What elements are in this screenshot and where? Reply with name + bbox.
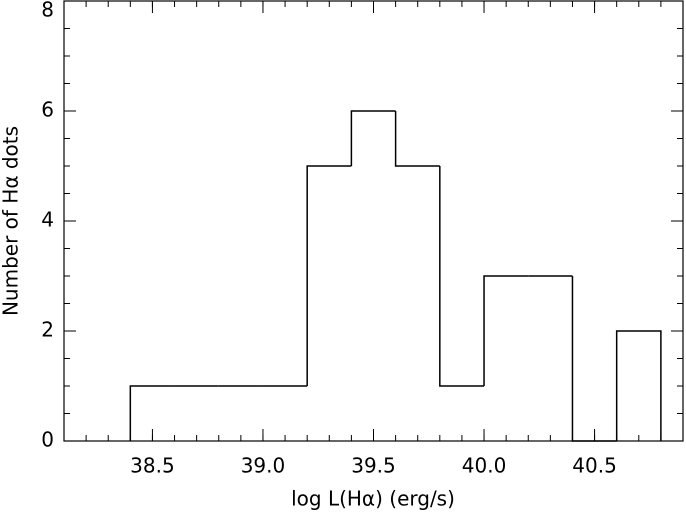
histogram-bin xyxy=(350,110,396,166)
x-tick-label: 39.0 xyxy=(241,454,286,478)
y-tick-label: 6 xyxy=(41,98,54,122)
histogram-bin xyxy=(306,165,352,386)
histogram-bin xyxy=(615,330,662,441)
histogram-bin xyxy=(571,276,617,442)
y-tick-label: 0 xyxy=(41,428,54,452)
y-axis-label: Number of Hα dots xyxy=(0,126,23,316)
x-tick-label: 40.5 xyxy=(572,454,617,478)
y-tick-label: 4 xyxy=(41,208,54,232)
x-axis-label: log L(Hα) (erg/s) xyxy=(291,487,455,511)
plot-frame xyxy=(63,0,684,442)
histogram-bin xyxy=(439,166,485,387)
x-tick-label: 38.5 xyxy=(130,454,175,478)
x-tick-label: 40.0 xyxy=(462,454,507,478)
histogram-bin xyxy=(483,275,529,386)
y-tick-label: 8 xyxy=(41,0,54,22)
y-tick-label: 2 xyxy=(41,318,54,342)
histogram-bin xyxy=(129,385,175,441)
x-tick-label: 39.5 xyxy=(351,454,396,478)
histogram-bin xyxy=(394,111,440,167)
